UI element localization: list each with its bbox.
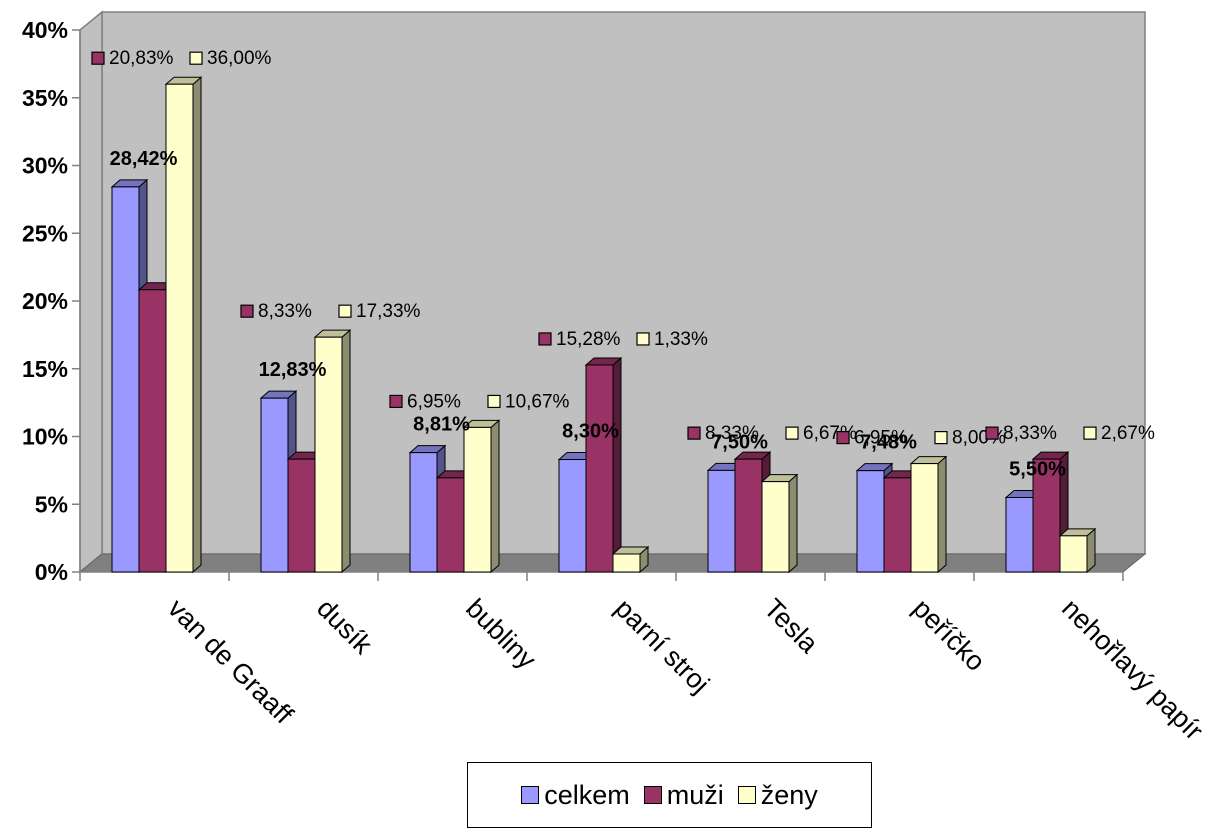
bar [1058,527,1097,574]
bar [313,329,352,574]
bar [584,356,623,574]
legend: celkem muži ženy [467,762,872,828]
data-label-celkem: 8,81% [413,414,470,436]
x-axis: van de Graaff dusík bubliny parní stroj Tesl… [79,572,1209,746]
bar [1004,489,1043,574]
y-tick-label: 40% [22,17,68,43]
data-label-muzi: 15,28% [556,329,621,350]
legend-swatch-zeny [737,786,756,804]
data-label-celkem: 7,48% [860,432,917,454]
y-tick-label: 5% [35,491,68,517]
x-tick-label: nehořlavý papír [1056,593,1209,746]
data-label-swatch [934,431,948,445]
data-label-celkem: 28,42% [110,148,178,170]
data-label-zeny: 1,33% [654,329,708,350]
data-label-swatch [240,304,254,318]
data-label-celkem: 5,50% [1009,458,1066,480]
data-label-zeny: 36,00% [207,48,272,69]
data-label-muzi: 8,33% [1003,423,1057,444]
bar-series [110,76,1097,574]
data-label-zeny: 17,33% [356,301,421,322]
data-labels: 28,42% 20,83% 36,00% 12,83% 8,33% 17,33% 8,81%… [91,48,1155,480]
data-label-zeny: 2,67% [1101,423,1155,444]
legend-item-celkem: celkem [521,780,630,811]
data-label-muzi: 20,83% [109,48,174,69]
y-tick-label: 20% [22,288,68,314]
legend-swatch-muzi [643,786,662,804]
bar [164,76,203,574]
y-tick-label: 30% [22,153,68,179]
side-wall [79,10,103,574]
x-tick-label: Tesla [758,593,824,659]
bar [1031,451,1070,574]
data-label-swatch [389,394,403,409]
y-tick-label: 10% [22,424,68,450]
data-label-swatch [1083,426,1097,440]
y-axis: 0% 5% 10% 15% 20% 25% 30% 35% 40% [22,17,80,585]
data-label-muzi: 6,95% [854,428,908,449]
data-label-muzi: 6,95% [407,391,461,412]
x-tick-label: dusík [311,593,378,660]
legend-label-muzi: muži [666,779,724,810]
y-tick-label: 25% [22,220,68,246]
y-tick-label: 0% [35,559,68,585]
data-label-swatch [91,51,105,65]
data-label-celkem: 8,30% [562,421,619,443]
x-tick-label: bubliny [460,593,542,675]
data-label-muzi: 8,33% [258,301,312,322]
bar [760,473,799,574]
legend-item-zeny: ženy [737,779,818,811]
data-label-swatch [836,431,850,445]
y-tick-label: 15% [22,356,68,382]
data-label-swatch [785,426,799,440]
data-label-swatch [985,426,999,440]
y-tick-label: 35% [22,85,68,111]
data-label-swatch [487,394,501,409]
x-tick-label: parní stroj [609,593,715,699]
x-tick-label: peříčko [907,593,991,677]
data-label-swatch [338,304,352,318]
data-label-swatch [538,332,552,346]
data-label-celkem: 12,83% [259,359,327,381]
data-label-celkem: 7,50% [711,431,768,453]
legend-swatch-celkem [521,786,540,804]
bar [611,545,650,574]
legend-item-muzi: muži [643,779,724,811]
legend-label-celkem: celkem [544,779,630,810]
legend-label-zeny: ženy [760,779,818,810]
back-wall [101,11,1146,555]
data-label-swatch [687,426,701,440]
data-label-swatch [636,332,650,346]
data-label-swatch [189,51,203,65]
bar [909,455,948,574]
x-tick-label: van de Graaff [162,593,299,730]
data-label-muzi: 8,33% [705,423,759,444]
bar [462,419,501,574]
data-label-zeny: 10,67% [505,391,570,412]
